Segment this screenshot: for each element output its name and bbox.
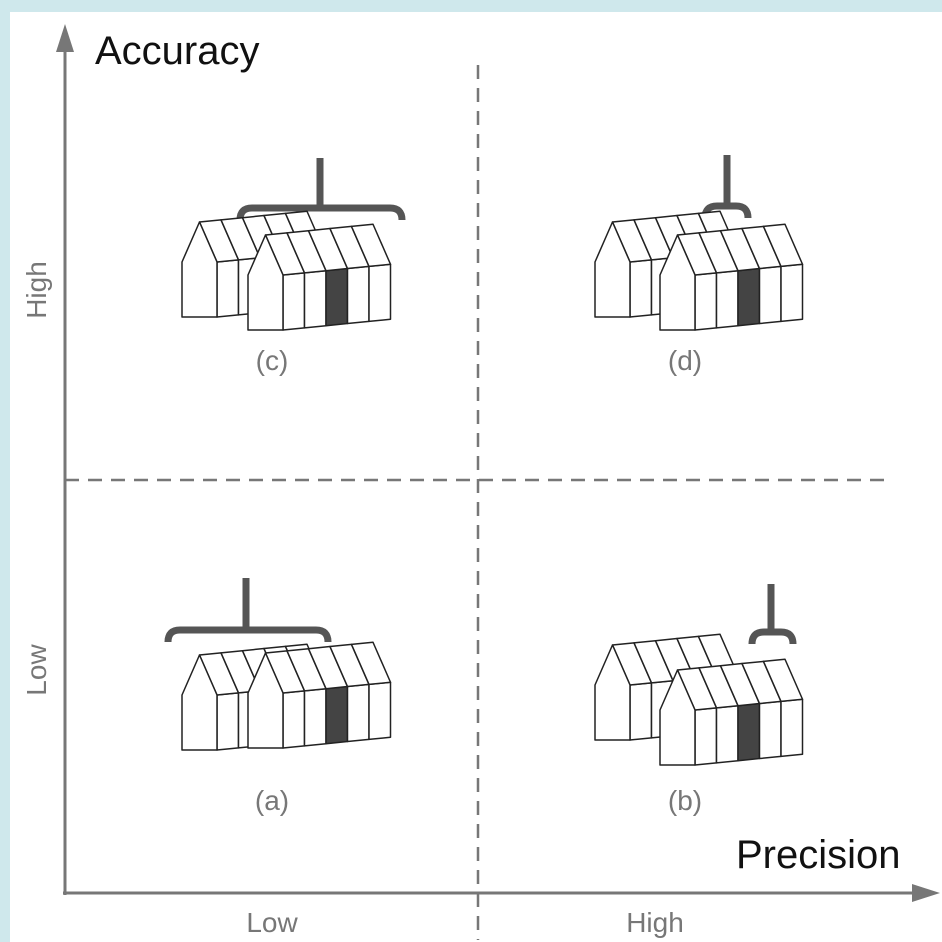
x-tick-label: High — [626, 907, 684, 938]
house-wall-section — [630, 683, 652, 740]
house-wall-section — [348, 266, 370, 323]
house-wall-section — [695, 273, 717, 330]
x-tick-label: Low — [246, 907, 298, 938]
y-tick-label: High — [21, 261, 52, 319]
house-wall-section — [369, 682, 391, 739]
house-wall-section — [283, 691, 305, 748]
house — [248, 642, 391, 748]
house-wall-section — [217, 693, 239, 750]
panel-label: (b) — [668, 785, 702, 816]
panel-background — [10, 12, 942, 942]
house-wall-section — [348, 684, 370, 741]
house-wall-section — [305, 271, 327, 328]
panel-label: (c) — [256, 345, 289, 376]
page: {"axes": {"y_label": "Accuracy", "x_labe… — [0, 0, 942, 942]
diagram: Accuracy Precision Low High Low High (a)… — [0, 0, 942, 942]
house-wall-section — [326, 687, 348, 744]
x-axis-label: Precision — [736, 833, 901, 877]
house-wall-section — [738, 269, 760, 326]
house-wall-section — [781, 699, 803, 756]
house-wall-section — [760, 266, 782, 323]
house-wall-section — [305, 689, 327, 746]
house-wall-section — [283, 273, 305, 330]
house-wall-section — [695, 708, 717, 765]
house-wall-section — [717, 271, 739, 328]
y-tick-label: Low — [21, 644, 52, 696]
house-wall-section — [630, 260, 652, 317]
house-wall-section — [369, 264, 391, 321]
house — [660, 224, 803, 330]
house-wall-section — [717, 706, 739, 763]
house-wall-section — [217, 260, 239, 317]
house-wall-section — [738, 704, 760, 761]
house-wall-section — [760, 701, 782, 758]
panel-label: (d) — [668, 345, 702, 376]
house — [660, 659, 803, 765]
house-wall-section — [781, 264, 803, 321]
house-wall-section — [326, 269, 348, 326]
y-axis-label: Accuracy — [95, 29, 260, 73]
panel-label: (a) — [255, 785, 289, 816]
house — [248, 224, 391, 330]
